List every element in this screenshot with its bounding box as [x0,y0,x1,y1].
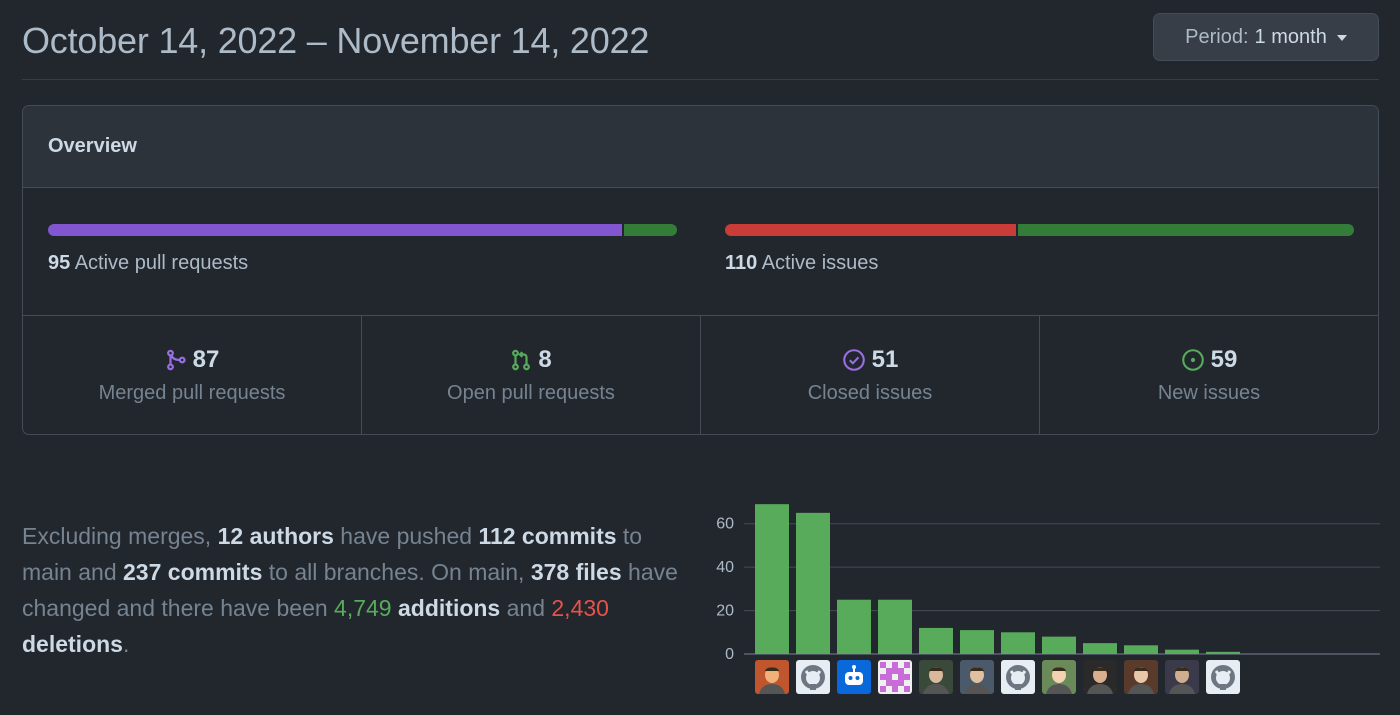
deletions-count: 2,430 [551,595,609,621]
merged-pull-requests-label: Merged pull requests [98,381,286,404]
commit-summary: Excluding merges, 12 authors have pushed… [22,518,692,662]
issues-summary: 110 Active issues [725,224,1354,275]
additions-word: additions [398,595,501,621]
issue-opened-icon [1181,348,1204,371]
chart-bar[interactable] [837,599,871,654]
chart-bar[interactable] [796,512,830,654]
github-default-avatar[interactable] [1001,660,1035,694]
files-changed-count: 378 files [530,559,622,585]
new-issues-label: New issues [1157,381,1261,404]
github-mark-icon [1211,665,1235,690]
merged-pull-requests-count: 87 [192,345,220,373]
github-mark-icon [801,665,825,690]
github-mark-icon [1006,665,1030,690]
photo-avatar[interactable] [1083,660,1117,694]
new-issues-segment [1017,224,1354,236]
closed-issues-segment [725,224,1016,236]
stat-closed-issues[interactable]: 51 Closed issues [701,316,1040,434]
y-tick-label: 40 [716,559,734,576]
person-photo-icon [1169,667,1195,694]
overview-box: Overview 95 Active pull requests [22,105,1379,435]
person-photo-icon [1128,667,1154,694]
summary-text-2: have pushed [333,523,479,549]
github-default-avatar[interactable] [796,660,830,694]
person-photo-icon [964,667,990,694]
overview-title: Overview [48,135,137,157]
pulse-header: October 14, 2022 – November 14, 2022 Per… [22,0,1379,80]
stat-new-issues[interactable]: 59 New issues [1040,316,1378,434]
stat-merged-pull-requests[interactable]: 87 Merged pull requests [23,316,362,434]
github-default-avatar[interactable] [1206,660,1240,694]
chart-bar[interactable] [1165,649,1199,654]
commits-main-link[interactable]: 112 commits [478,523,617,549]
authors-count-link[interactable]: 12 authors [217,523,334,549]
photo-avatar[interactable] [1124,660,1158,694]
period-label: Period: [1185,25,1249,48]
active-issues-text: Active issues [761,252,879,274]
overview-stats: 87 Merged pull requests 8 Open pull requ [23,316,1378,434]
overview-bars: 95 Active pull requests 110 Active issue… [23,188,1378,316]
bot-avatar[interactable] [837,660,871,694]
chart-bar[interactable] [1083,643,1117,654]
active-issues-label: 110 Active issues [725,252,1354,275]
photo-avatar[interactable] [960,660,994,694]
stat-open-pull-requests[interactable]: 8 Open pull requests [362,316,701,434]
identicon-avatar[interactable] [878,660,912,694]
commits-by-author-chart: 0 20 40 60 [716,504,1380,663]
summary-text-3: to main and [22,523,643,585]
closed-issues-label: Closed issues [807,381,933,404]
summary-text-1: Excluding merges, [22,523,218,549]
open-prs-segment [624,224,677,236]
identicon-icon [880,662,910,692]
chart-bar[interactable] [1042,636,1076,654]
person-photo-icon [759,667,785,694]
period-value: 1 month [1254,25,1327,48]
photo-avatar[interactable] [1042,660,1076,694]
chart-bar[interactable] [960,630,994,654]
summary-text-7: . [122,631,130,657]
additions-count: 4,749 [334,595,392,621]
y-tick-label: 0 [725,646,734,663]
issue-closed-icon [842,348,865,371]
person-photo-icon [923,667,949,694]
active-issues-count: 110 [725,252,758,274]
caret-down-icon [1336,35,1347,41]
chart-bar[interactable] [1206,651,1240,654]
git-pull-request-icon [512,349,531,370]
summary-text-6: and [500,595,552,621]
y-tick-label: 20 [716,603,734,620]
person-photo-icon [1087,667,1113,694]
photo-avatar[interactable] [919,660,953,694]
pull-requests-summary: 95 Active pull requests [48,224,677,275]
date-range-title: October 14, 2022 – November 14, 2022 [22,20,650,61]
git-merge-icon [166,349,186,370]
summary-text-4: to all branches. On main, [262,559,531,585]
active-pull-requests-count: 95 [48,252,71,274]
chart-bar[interactable] [1124,645,1158,654]
open-pull-requests-count: 8 [538,345,552,373]
chart-bar[interactable] [755,504,789,654]
y-tick-label: 60 [716,516,734,533]
person-photo-icon [1046,667,1072,694]
period-select-button[interactable]: Period: 1 month [1153,13,1379,61]
open-pull-requests-label: Open pull requests [447,381,615,404]
active-pull-requests-label: 95 Active pull requests [48,252,677,275]
closed-issues-count: 51 [871,345,899,373]
commits-all-link[interactable]: 237 commits [123,559,263,585]
summary-text-5: have changed and there have been [22,559,678,621]
active-pull-requests-text: Active pull requests [74,252,249,274]
issues-progress-bar [725,224,1354,236]
bot-icon [845,665,863,685]
chart-bar[interactable] [919,627,953,654]
photo-avatar[interactable] [755,660,789,694]
chart-bar[interactable] [1001,632,1035,654]
pull-requests-progress-bar [48,224,677,236]
overview-header: Overview [23,106,1378,188]
deletions-word: deletions [22,631,123,657]
new-issues-count: 59 [1210,345,1238,373]
merged-prs-segment [48,224,623,236]
chart-bar[interactable] [878,599,912,654]
photo-avatar[interactable] [1165,660,1199,694]
